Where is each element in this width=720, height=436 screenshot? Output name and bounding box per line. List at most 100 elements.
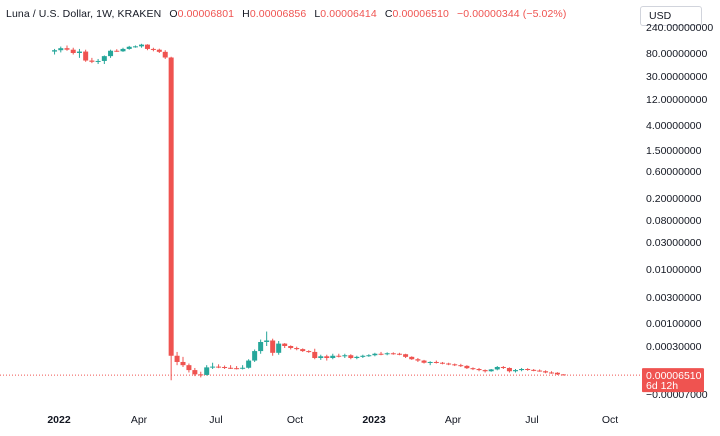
candle xyxy=(396,352,402,356)
candle-body xyxy=(415,359,421,361)
candle xyxy=(132,45,138,48)
candle xyxy=(513,369,519,373)
candle-body xyxy=(506,367,512,372)
candle xyxy=(180,356,186,367)
candle xyxy=(543,370,549,374)
candle-body xyxy=(252,351,258,361)
candle-body xyxy=(108,50,114,57)
candle-body xyxy=(210,366,216,368)
candle xyxy=(288,345,294,350)
candle xyxy=(384,352,390,356)
open-label: O xyxy=(169,8,178,20)
candle-body xyxy=(366,355,372,357)
candle-body xyxy=(58,48,64,51)
candle xyxy=(264,331,270,346)
candle-body xyxy=(240,367,246,369)
change-value: −0.00000344 (−5.02%) xyxy=(457,8,567,20)
candle xyxy=(95,58,101,65)
candle xyxy=(64,45,70,51)
candles-group xyxy=(52,43,566,381)
candle-body xyxy=(101,56,107,61)
candle xyxy=(427,361,433,366)
price-axis-label: 4.00000000 xyxy=(646,120,702,132)
candle-body xyxy=(427,361,433,363)
price-axis[interactable]: 240.00000000 80.00000000 30.00000000 12.000… xyxy=(646,22,713,401)
candle xyxy=(306,350,312,353)
candle xyxy=(354,355,360,360)
candle xyxy=(150,47,156,52)
candle-body xyxy=(114,50,120,52)
candle xyxy=(330,353,336,360)
candle-body xyxy=(348,355,354,359)
candle-body xyxy=(384,353,390,355)
candle xyxy=(270,338,276,356)
candle xyxy=(324,354,330,361)
candle-body xyxy=(264,340,270,342)
candle xyxy=(156,48,162,53)
price-axis-label: 0.01000000 xyxy=(646,264,702,276)
candle xyxy=(336,353,342,358)
candle xyxy=(378,351,384,356)
candle-body xyxy=(204,367,210,375)
candle-body xyxy=(372,353,378,356)
candle-body xyxy=(390,353,396,355)
open-value: 0.00006801 xyxy=(177,8,235,20)
candle xyxy=(470,367,476,371)
candle xyxy=(216,364,222,369)
time-axis-label: 2023 xyxy=(362,414,386,426)
high-value: 0.00006856 xyxy=(249,8,307,20)
candle xyxy=(458,363,464,367)
time-axis-label: Oct xyxy=(287,414,303,426)
candle xyxy=(76,48,82,58)
candle-body xyxy=(525,369,531,370)
candle-body xyxy=(543,371,549,373)
candle xyxy=(312,348,318,360)
chart-legend: Luna / U.S. Dollar, 1W, KRAKEN O0.000068… xyxy=(6,8,566,20)
time-axis-label: Oct xyxy=(602,414,618,426)
candle xyxy=(240,365,246,370)
candle xyxy=(403,353,409,359)
price-axis-label: 0.20000000 xyxy=(646,193,702,205)
candle-body xyxy=(494,366,500,370)
candle xyxy=(554,372,560,375)
low-value: 0.00006414 xyxy=(320,8,377,20)
close-label: C xyxy=(384,8,393,20)
candle xyxy=(482,369,488,373)
candle xyxy=(83,49,89,62)
candle-body xyxy=(132,46,138,48)
candle-body xyxy=(554,372,560,375)
candle-body xyxy=(95,60,101,62)
candle-body xyxy=(144,44,150,49)
candle-body xyxy=(378,353,384,355)
price-axis-label: 0.00100000 xyxy=(646,318,702,330)
candle-body xyxy=(246,360,252,368)
candle-body xyxy=(76,51,82,53)
candle-body xyxy=(126,46,132,49)
candle-body xyxy=(64,48,70,50)
candle-body xyxy=(288,346,294,349)
price-axis-label: 30.00000000 xyxy=(646,71,707,83)
bar-countdown: 6d 12h xyxy=(646,380,678,392)
close-value: 0.00006510 xyxy=(392,8,449,20)
price-axis-label: 0.08000000 xyxy=(646,215,702,227)
candle-body xyxy=(276,343,282,353)
candle xyxy=(246,359,252,369)
candle-body xyxy=(270,340,276,353)
last-price-value: 0.00006510 xyxy=(646,370,702,382)
candle xyxy=(162,50,168,59)
currency-button[interactable]: USD xyxy=(640,6,702,26)
candle xyxy=(500,366,506,369)
candle-body xyxy=(537,370,543,372)
candle xyxy=(294,346,300,351)
candle-body xyxy=(396,353,402,355)
candle xyxy=(446,362,452,366)
high-label: H xyxy=(242,8,250,20)
price-axis-label: 12.00000000 xyxy=(646,94,707,106)
candle xyxy=(258,339,264,354)
time-axis[interactable]: 2022 Apr Jul Oct 2023 Apr Jul Oct xyxy=(47,414,618,426)
candle-body xyxy=(156,49,162,52)
candle xyxy=(318,354,324,360)
candle-body xyxy=(500,366,506,368)
candle-body xyxy=(52,50,58,52)
